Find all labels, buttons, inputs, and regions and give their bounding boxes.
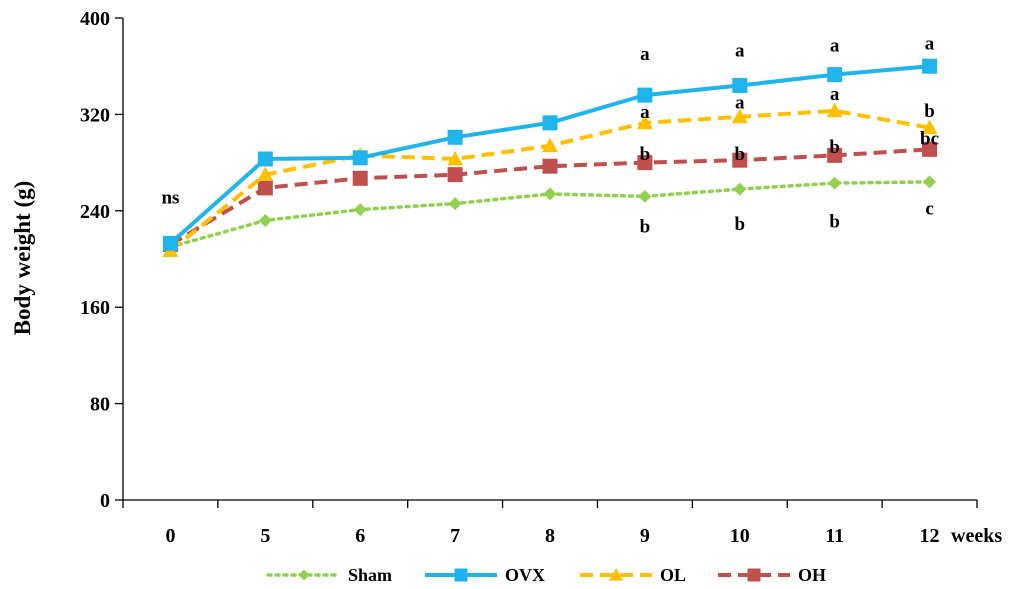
- data-point-oh: [447, 167, 463, 183]
- data-point-oh: [542, 158, 558, 174]
- legend-marker-ol: [609, 568, 623, 581]
- data-point-oh: [352, 170, 368, 186]
- data-point-ol: [921, 119, 938, 135]
- y-tick-label: 240: [80, 201, 110, 223]
- significance-label: b: [640, 216, 651, 237]
- legend-item-ovx: OVX: [425, 565, 545, 585]
- significance-label: b: [829, 137, 840, 158]
- x-tick-label: 7: [450, 525, 460, 547]
- legend-item-oh: OH: [718, 565, 826, 585]
- x-tick-label: 9: [640, 525, 650, 547]
- legend-item-ol: OL: [580, 565, 686, 585]
- chart-axes: [115, 17, 978, 508]
- series-sham: [163, 175, 937, 254]
- y-tick-label: 320: [80, 104, 110, 126]
- legend-marker-ovx: [454, 568, 468, 582]
- significance-label: a: [830, 84, 840, 105]
- series-line-oh: [169, 147, 930, 247]
- series-ovx: [162, 58, 938, 251]
- significance-label: b: [734, 214, 745, 235]
- legend-label-ovx: OVX: [505, 565, 545, 585]
- significance-label: b: [640, 144, 651, 165]
- significance-label: a: [735, 41, 745, 62]
- series-line-ol: [169, 108, 930, 253]
- significance-label: b: [734, 144, 745, 165]
- x-tick-label: 5: [260, 525, 270, 547]
- data-point-ovx: [637, 87, 653, 103]
- data-point-ol: [447, 150, 464, 166]
- legend: Sham OVX OL OH: [266, 565, 826, 585]
- data-point-sham: [733, 182, 747, 196]
- significance-label: a: [735, 92, 745, 113]
- legend-marker-oh: [747, 568, 761, 582]
- x-tick-label: 0: [165, 525, 175, 547]
- data-point-oh: [922, 141, 938, 157]
- legend-label-oh: OH: [798, 565, 826, 585]
- significance-annotations: nsa a a aa a abb b b bcb b bc: [161, 33, 939, 237]
- x-tick-label: 10: [730, 525, 750, 547]
- data-point-sham: [543, 187, 557, 201]
- data-point-ovx: [732, 77, 748, 93]
- legend-item-sham: Sham: [266, 565, 392, 585]
- data-point-ovx: [922, 58, 938, 74]
- data-point-sham: [828, 176, 842, 190]
- data-point-ovx: [447, 129, 463, 145]
- significance-label: a: [640, 102, 650, 123]
- data-point-ovx: [542, 115, 558, 131]
- data-point-ovx: [352, 150, 368, 166]
- x-tick-labels: 0 5 6 7 8 9 10 11 12: [165, 525, 939, 547]
- data-point-oh: [257, 180, 273, 196]
- y-tick-label: 400: [80, 8, 110, 30]
- data-point-ovx: [162, 235, 178, 251]
- data-point-oh: [637, 155, 653, 171]
- data-point-ol: [636, 114, 653, 130]
- significance-label: b: [924, 101, 935, 122]
- series-oh: [162, 141, 938, 253]
- data-point-sham: [923, 175, 937, 189]
- significance-label: a: [925, 33, 935, 54]
- significance-label: a: [640, 44, 650, 65]
- x-tick-label: 11: [825, 525, 844, 547]
- data-point-sham: [448, 197, 462, 211]
- y-tick-labels: 0 80 160 240 320 400: [80, 8, 110, 512]
- data-point-ol: [257, 166, 274, 182]
- x-tick-label: 6: [355, 525, 365, 547]
- x-axis-unit-label: weeks: [951, 525, 1002, 547]
- significance-label: b: [829, 212, 840, 233]
- data-point-oh: [732, 152, 748, 168]
- data-point-ol: [731, 108, 748, 124]
- x-tick-label: 12: [920, 525, 940, 547]
- significance-label: ns: [161, 188, 179, 209]
- significance-label: c: [925, 198, 933, 219]
- legend-label-ol: OL: [660, 565, 686, 585]
- x-tick-label: 8: [545, 525, 555, 547]
- data-point-sham: [638, 189, 652, 203]
- y-axis-label: Body weight (g): [10, 181, 35, 336]
- y-tick-label: 80: [90, 394, 110, 416]
- data-point-ovx: [827, 67, 843, 83]
- y-tick-label: 0: [100, 490, 110, 512]
- data-point-sham: [353, 203, 367, 217]
- legend-label-sham: Sham: [348, 565, 392, 585]
- significance-label: a: [830, 36, 840, 57]
- y-tick-label: 160: [80, 297, 110, 319]
- series-layer: [162, 58, 938, 257]
- data-point-ovx: [257, 151, 273, 167]
- significance-label: bc: [920, 129, 939, 150]
- data-point-ol: [826, 102, 843, 118]
- data-point-ol: [542, 137, 558, 153]
- data-point-oh: [827, 147, 843, 163]
- data-point-sham: [258, 213, 272, 227]
- legend-marker-sham: [298, 569, 310, 581]
